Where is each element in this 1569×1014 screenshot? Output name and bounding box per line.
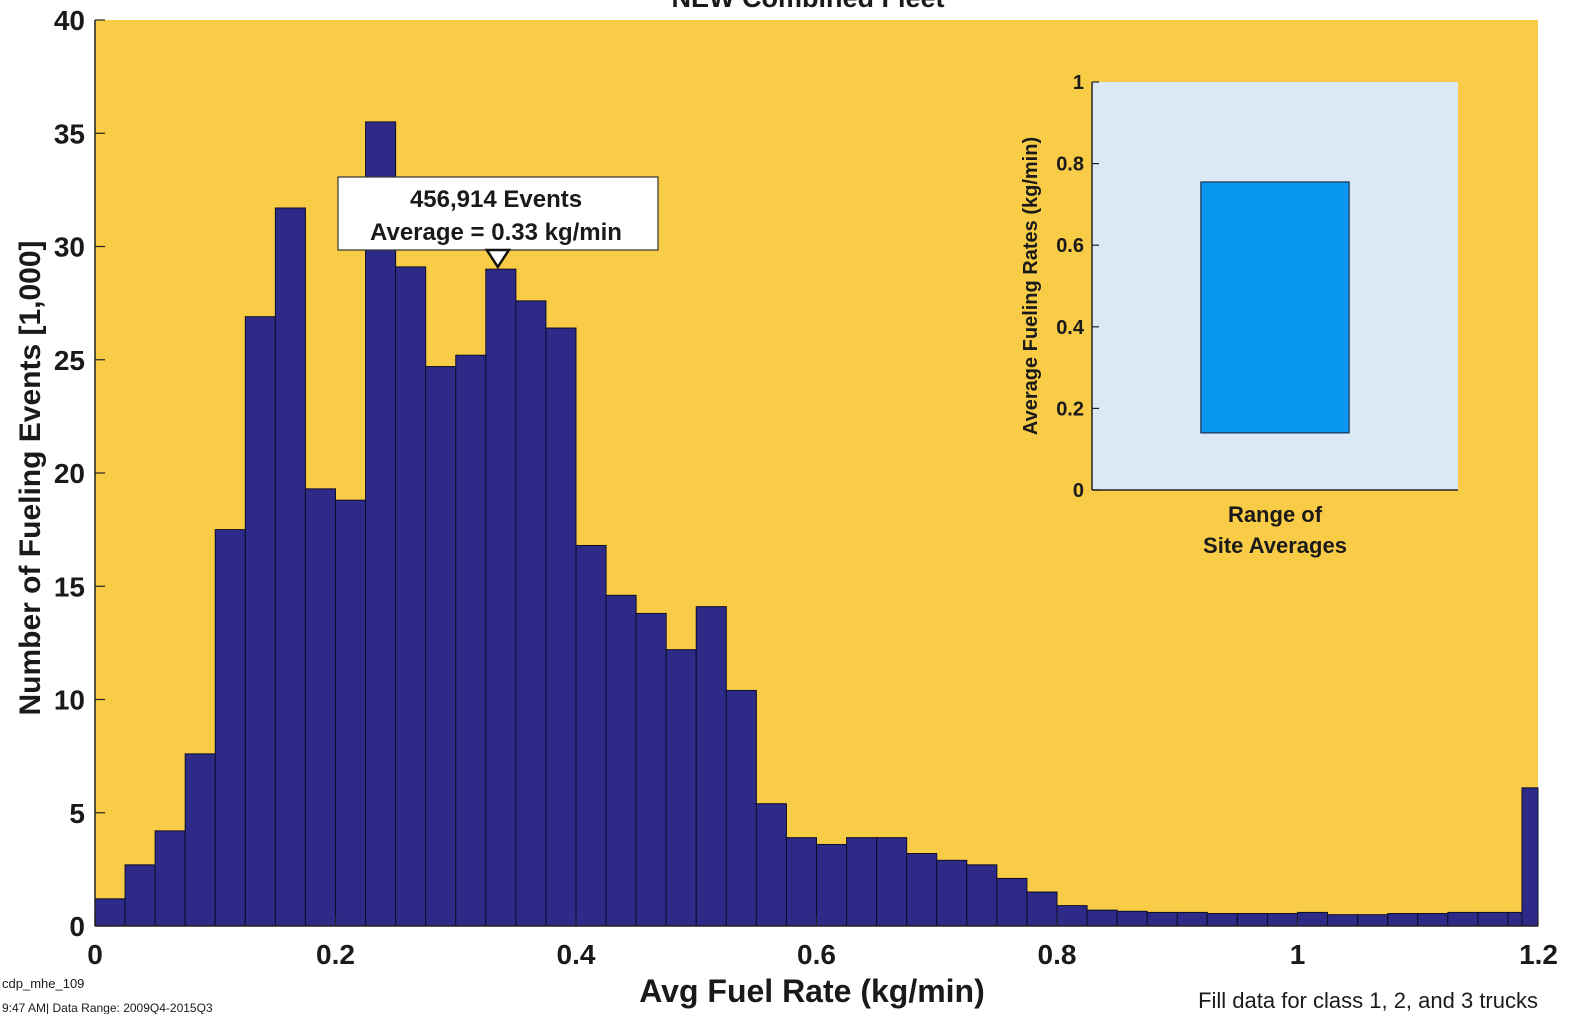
average-annotation: 456,914 Events Average = 0.33 kg/min (337, 176, 659, 270)
y-tick-label: 35 (54, 118, 85, 149)
histogram-bar (936, 859, 968, 927)
y-tick-label: 30 (54, 232, 85, 263)
histogram-bar (184, 753, 216, 927)
footer-source-id: cdp_mhe_109 (2, 976, 84, 991)
x-tick-label: 0.2 (316, 939, 355, 970)
histogram-bar (395, 266, 427, 927)
y-tick-label: 15 (54, 571, 85, 602)
histogram-bar (605, 594, 637, 927)
main-x-axis-label: Avg Fuel Rate (kg/min) (639, 973, 985, 1009)
annotation-box (337, 176, 659, 251)
histogram-bar (996, 877, 1028, 927)
inset-range-bar (1200, 181, 1350, 434)
histogram-bar (635, 612, 667, 927)
histogram-bar (244, 316, 276, 927)
histogram-bar (1176, 911, 1208, 927)
histogram-bar (876, 837, 908, 927)
inset-y-tick-label: 0.6 (1056, 235, 1084, 257)
y-tick-label: 10 (54, 685, 85, 716)
histogram-bar (124, 864, 156, 927)
histogram-bar (274, 207, 306, 927)
inset-y-tick-label: 0.2 (1056, 398, 1084, 420)
histogram-bar (785, 837, 817, 927)
footer-data-range: 9:47 AM| Data Range: 2009Q4-2015Q3 (2, 1001, 213, 1014)
annotation-average: Average = 0.33 kg/min (370, 219, 622, 246)
histogram-bar (906, 853, 938, 927)
histogram-bar (214, 529, 246, 927)
inset-x-label-line2: Site Averages (1203, 533, 1347, 558)
x-tick-label: 0.6 (797, 939, 836, 970)
histogram-bar (1477, 911, 1509, 927)
histogram-bar (425, 366, 457, 927)
inset-y-ticks: 0 0.2 0.4 0.6 0.8 1 (1056, 72, 1099, 502)
inset-chart: 0 0.2 0.4 0.6 0.8 1 Range of Site Averages Av… (1020, 72, 1458, 558)
footer-fill-note: Fill data for class 1, 2, and 3 trucks (1198, 988, 1538, 1013)
average-marker-triangle (484, 248, 512, 270)
histogram-bar (665, 649, 697, 927)
x-tick-label: 1.2 (1519, 939, 1558, 970)
main-y-ticks: 0 5 10 15 20 25 30 35 40 (54, 5, 105, 942)
histogram-bar-last (1521, 787, 1539, 927)
annotation-events-count: 456,914 Events (410, 186, 582, 213)
inset-y-tick-label: 0.4 (1056, 317, 1085, 339)
histogram-bar (1417, 913, 1449, 927)
histogram-bar (966, 864, 998, 927)
histogram-bar (575, 544, 607, 927)
histogram-bar (335, 499, 367, 927)
inset-y-tick-label: 0.8 (1056, 154, 1084, 176)
histogram-bar (1327, 914, 1359, 927)
x-tick-label: 0.4 (557, 939, 596, 970)
y-tick-label: 0 (69, 911, 85, 942)
inset-y-axis-label: Average Fueling Rates (kg/min) (1020, 137, 1042, 435)
histogram-bar (545, 327, 577, 927)
main-x-ticks: 0 0.2 0.4 0.6 0.8 1 1.2 (87, 916, 1558, 970)
y-tick-label: 20 (54, 458, 85, 489)
histogram-bar (455, 354, 487, 927)
histogram-bar (485, 268, 517, 927)
main-y-axis-label: Number of Fueling Events [1,000] (14, 240, 47, 715)
histogram-bar (365, 121, 397, 927)
x-tick-label: 0.8 (1038, 939, 1077, 970)
histogram-bar (846, 837, 878, 927)
histogram-bar (154, 830, 186, 927)
chart-title: NEW Combined Fleet (671, 0, 944, 13)
y-tick-label: 5 (69, 798, 85, 829)
histogram-bar (1116, 910, 1148, 927)
y-tick-label: 40 (54, 5, 85, 36)
histogram-bar (94, 898, 126, 927)
histogram-bar (755, 803, 787, 927)
histogram-bar (695, 606, 727, 927)
histogram-bar (1447, 911, 1479, 927)
x-tick-label: 1 (1290, 939, 1306, 970)
histogram-bar (1387, 913, 1419, 927)
histogram-bar (1266, 913, 1298, 927)
histogram-bar (1056, 905, 1088, 927)
y-tick-label: 25 (54, 345, 85, 376)
histogram-bar (725, 689, 757, 927)
inset-y-tick-label: 1 (1073, 72, 1084, 94)
main-bars-group (94, 121, 1539, 927)
histogram-bar (304, 488, 336, 927)
inset-x-label-line1: Range of (1228, 502, 1323, 527)
histogram-bar (1297, 911, 1329, 927)
histogram-bar (1146, 911, 1178, 927)
histogram-bar (1206, 913, 1238, 927)
histogram-bar (1086, 909, 1118, 927)
histogram-bar (1357, 914, 1389, 927)
histogram-bar (1026, 891, 1058, 927)
inset-y-tick-label: 0 (1073, 480, 1084, 502)
x-tick-label: 0 (87, 939, 103, 970)
histogram-bar (515, 300, 547, 927)
histogram-bar (816, 843, 848, 927)
histogram-bar (1236, 913, 1268, 927)
